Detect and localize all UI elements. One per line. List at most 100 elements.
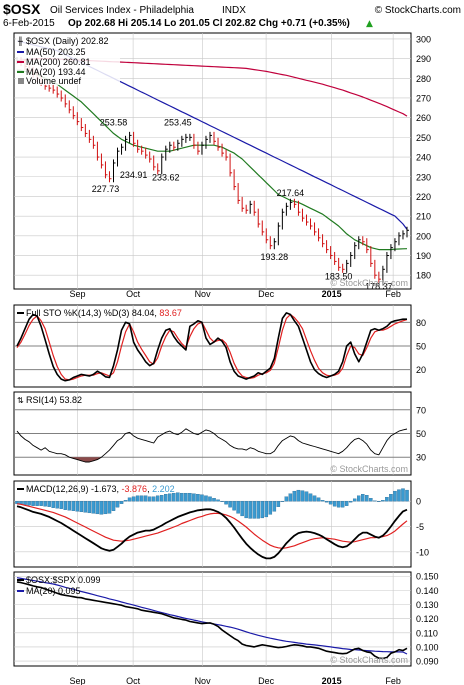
- y-tick-label-macd-0: -10: [416, 547, 429, 557]
- watermark-price: © StockCharts.com: [330, 278, 408, 288]
- macd-hist-bar-19: [91, 501, 96, 514]
- macd-hist-bar-34: [151, 496, 156, 502]
- ratio-panel-frame: [13, 571, 412, 667]
- macd-signal-line: [16, 503, 408, 549]
- macd-hist-bar-67: [284, 496, 289, 502]
- macd-hist-bar-62: [264, 501, 269, 518]
- legend-macd-hist: 2.202: [152, 484, 175, 494]
- macd-hist-bar-23: [107, 501, 112, 514]
- legend-ratio-ma: MA(20) 0.095: [26, 586, 81, 596]
- macd-hist-bar-84: [352, 498, 357, 502]
- macd-hist-bar-85: [357, 495, 361, 502]
- y-tick-label-rsi-0: 30: [416, 453, 426, 463]
- macd-hist-bar-70: [296, 489, 301, 502]
- macd-hist-bar-8: [47, 501, 51, 507]
- y-tick-label-rsi-1: 50: [416, 429, 426, 439]
- macd-hist-bar-40: [176, 492, 180, 502]
- y-tick-label-ratio-6: 0.150: [416, 572, 439, 582]
- y-tick-label-sto-1: 50: [416, 342, 426, 352]
- macd-hist-bar-6: [39, 501, 43, 506]
- price-annotation-0: 253.58: [100, 117, 128, 127]
- x-tick-label-0-1: Sep: [70, 676, 86, 685]
- macd-hist-bar-59: [252, 501, 256, 519]
- macd-hist-bar-83: [348, 501, 353, 503]
- macd-hist-bar-93: [389, 494, 393, 502]
- macd-hist-bar-11: [59, 501, 63, 509]
- x-tick-label-5-1: Feb: [385, 676, 401, 685]
- price-annotation-7: 183.50: [325, 271, 353, 281]
- sto-d-line: [16, 313, 408, 381]
- watermark-ratio: © StockCharts.com: [330, 655, 408, 665]
- macd-hist-bar-78: [328, 501, 333, 505]
- chart-marks: [15, 40, 409, 660]
- y-tick-label-price-1: 190: [416, 251, 431, 261]
- macd-hist-bar-46: [200, 494, 204, 502]
- price-annotation-8: 178.37: [365, 281, 393, 291]
- macd-hist-bar-63: [268, 501, 273, 515]
- chart-copyright: © StockCharts.com: [375, 5, 461, 16]
- macd-hist-bar-0: [15, 501, 19, 504]
- macd-hist-bar-74: [312, 495, 317, 502]
- macd-hist-bar-37: [164, 494, 168, 502]
- y-tick-label-ratio-2: 0.110: [416, 628, 438, 638]
- chart-name: Oil Services Index - Philadelphia: [50, 5, 194, 16]
- legend-ma20: MA(20) 193.44: [26, 67, 86, 77]
- macd-hist-bar-20: [95, 501, 100, 515]
- y-tick-label-price-9: 270: [416, 93, 431, 103]
- rsi-line: [16, 428, 408, 463]
- chart-symbol: $OSX: [3, 1, 41, 17]
- macd-hist-bar-18: [87, 501, 92, 514]
- macd-hist-bar-95: [397, 489, 401, 502]
- y-tick-label-ratio-5: 0.140: [416, 586, 439, 596]
- macd-hist-bar-80: [336, 501, 341, 508]
- sto-k-line: [16, 312, 407, 382]
- x-tick-label-0-0: Sep: [70, 289, 86, 299]
- macd-hist-bar-73: [308, 493, 313, 502]
- x-tick-label-4-0: 2015: [322, 289, 342, 299]
- x-tick-label-1-0: Oct: [126, 289, 141, 299]
- y-tick-label-price-8: 260: [416, 113, 431, 123]
- macd-hist-bar-76: [320, 500, 325, 502]
- macd-hist-bar-42: [184, 492, 188, 502]
- x-tick-label-2-0: Nov: [195, 289, 212, 299]
- macd-hist-bar-97: [405, 489, 409, 502]
- macd-hist-bar-13: [67, 501, 72, 511]
- macd-hist-bar-3: [27, 501, 31, 506]
- x-tick-label-3-0: Dec: [258, 289, 275, 299]
- macd-hist-bar-16: [79, 501, 84, 513]
- macd-hist-bar-4: [31, 501, 35, 506]
- macd-hist-bar-30: [135, 495, 140, 502]
- macd-hist-bar-27: [123, 500, 128, 502]
- price-annotation-5: 217.64: [277, 188, 305, 198]
- macd-hist-bar-48: [208, 496, 212, 502]
- macd-hist-bar-31: [139, 495, 144, 502]
- macd-hist-bar-28: [127, 497, 132, 502]
- x-tick-label-3-1: Dec: [258, 676, 275, 685]
- y-tick-label-price-11: 290: [416, 54, 431, 64]
- macd-hist-bar-10: [55, 501, 59, 509]
- macd-hist-bar-65: [276, 501, 281, 507]
- y-tick-label-sto-0: 20: [416, 365, 426, 375]
- macd-hist-bar-51: [220, 501, 224, 502]
- price-panel-frame: [13, 32, 412, 290]
- macd-hist-bar-71: [300, 490, 305, 502]
- macd-hist-bar-79: [332, 501, 337, 507]
- macd-hist-bar-60: [256, 501, 260, 519]
- macd-hist-bar-21: [99, 501, 104, 515]
- y-tick-label-ratio-4: 0.130: [416, 600, 439, 610]
- y-tick-label-ratio-3: 0.120: [416, 614, 439, 624]
- macd-hist-bar-52: [224, 501, 228, 505]
- macd-hist-bar-55: [236, 501, 240, 514]
- macd-hist-bar-81: [340, 501, 345, 508]
- y-tick-label-price-3: 210: [416, 212, 431, 222]
- macd-hist-bar-75: [316, 497, 321, 502]
- macd-hist-bar-82: [344, 501, 349, 506]
- ratio-line: [16, 581, 408, 660]
- y-tick-label-price-10: 280: [416, 74, 431, 84]
- y-tick-label-price-4: 220: [416, 192, 431, 202]
- macd-hist-bar-32: [143, 495, 148, 502]
- chart-exchange: INDX: [222, 5, 246, 16]
- macd-hist-bar-44: [192, 493, 196, 502]
- macd-hist-bar-41: [180, 492, 184, 502]
- y-tick-label-macd-1: -5: [416, 522, 424, 532]
